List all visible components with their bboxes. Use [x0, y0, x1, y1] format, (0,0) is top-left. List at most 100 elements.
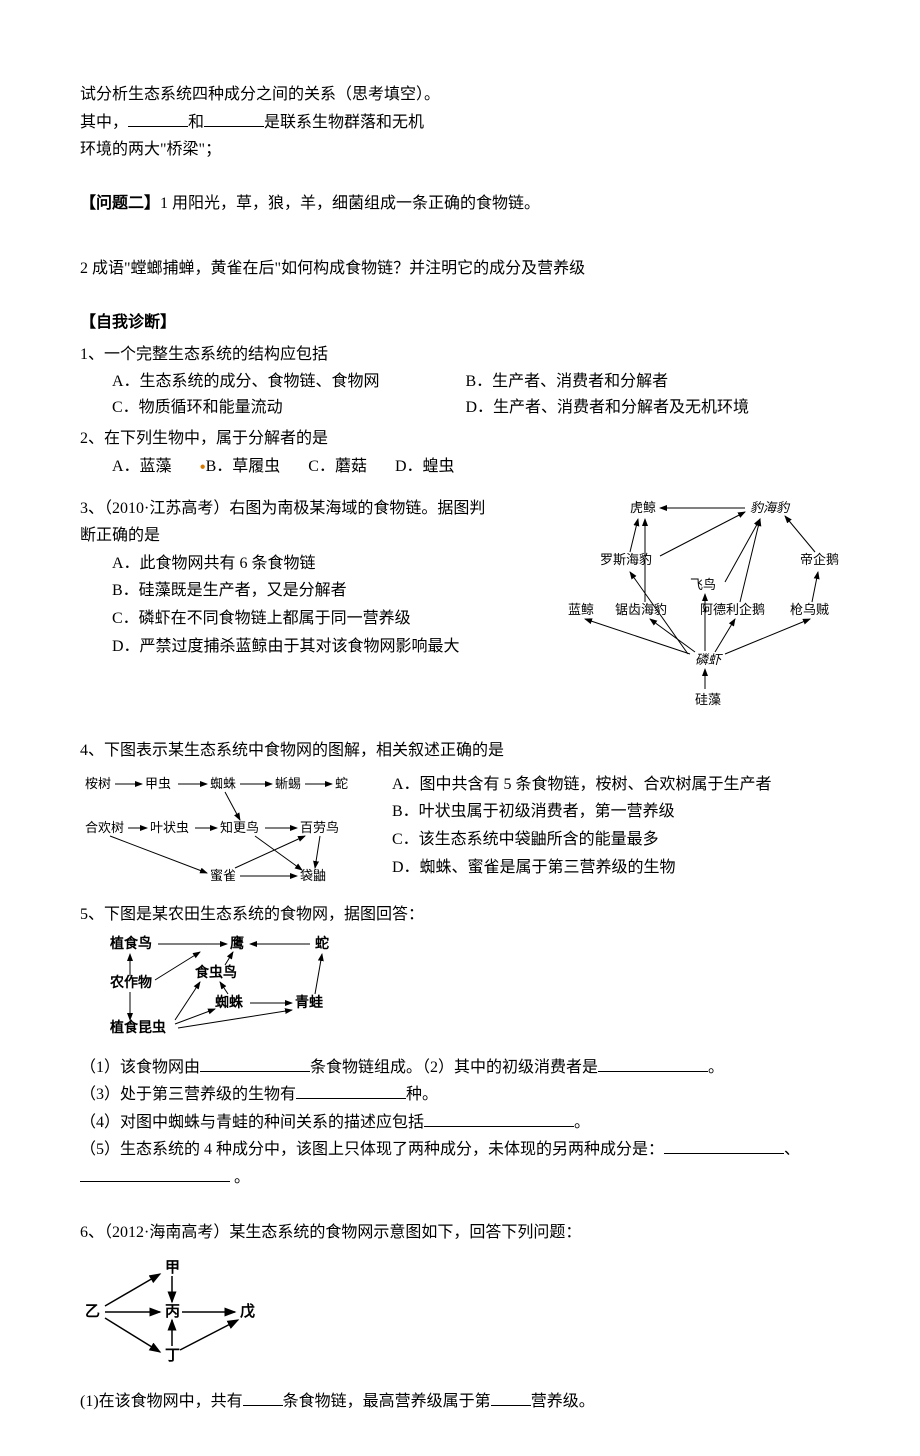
q6-diagram: 甲 乙 丙 戊 丁: [80, 1258, 840, 1377]
q4-opt-a[interactable]: A．图中共含有 5 条食物链，桉树、合欢树属于生产者: [392, 772, 840, 798]
q4-jiachong: 甲虫: [145, 776, 171, 791]
q5-sub5c: 。: [234, 1169, 250, 1186]
wenti2-q2: 2 成语"螳螂捕蝉，黄雀在后"如何构成食物链？并注明它的成分及营养级: [80, 256, 840, 282]
q5-she: 蛇: [315, 935, 329, 952]
q6-stem: 6、（2012·海南高考）某生态系统的食物网示意图如下，回答下列问题：: [80, 1220, 840, 1246]
q1-opt-d[interactable]: D．生产者、消费者和分解者及无机环境: [465, 395, 814, 421]
node-luosi: 罗斯海豹: [600, 552, 652, 567]
q5-sub4: （4）对图中蜘蛛与青蛙的种间关系的描述应包括 。: [80, 1110, 840, 1136]
intro-line3: 环境的两大"桥梁"；: [80, 137, 840, 163]
ziwo-title: 【自我诊断】: [80, 310, 840, 336]
q5-zhizhu: 蜘蛛: [215, 994, 244, 1011]
q2-stem: 2、在下列生物中，属于分解者的是: [80, 426, 840, 452]
q5-diagram: 植食鸟 鹰 蛇 农作物 食虫鸟 蜘蛛 青蛙 植食昆虫: [100, 932, 840, 1051]
q4-foodweb-svg: 桉树 甲虫 蜘蛛 蜥蜴 蛇 合欢树 叶状虫 知更鸟 百劳鸟 蜜雀 袋鼬: [80, 770, 380, 890]
q5-sub1b: 条食物链组成。（2）其中的初级消费者是: [310, 1059, 598, 1076]
blank-2[interactable]: [204, 110, 264, 127]
q6-blank1[interactable]: [243, 1389, 283, 1406]
q2: 2、在下列生物中，属于分解者的是 A．蓝藻 ●B．草履虫 C．蘑菇 D．蝗虫: [80, 426, 840, 479]
q3: 虎鲸 豹海豹 罗斯海豹 帝企鹅 飞鸟 蓝鲸 锯齿海豹 阿德利企鹅 枪乌贼 磷虾 …: [80, 494, 840, 723]
q5-sub1a: （1）该食物网由: [80, 1059, 200, 1076]
q6-wu: 戊: [240, 1302, 255, 1320]
q1-opt-a[interactable]: A．生态系统的成分、食物链、食物网: [112, 369, 461, 395]
intro-line2a: 其中，: [80, 114, 128, 131]
q5-sub5: （5）生态系统的 4 种成分中，该图上只体现了两种成分，未体现的另两种成分是： 、: [80, 1137, 840, 1163]
q6-ding: 丁: [165, 1348, 180, 1364]
q3-foodweb-svg: 虎鲸 豹海豹 罗斯海豹 帝企鹅 飞鸟 蓝鲸 锯齿海豹 阿德利企鹅 枪乌贼 磷虾 …: [560, 494, 840, 714]
q5-blank4[interactable]: [424, 1110, 574, 1127]
q4-opt-b[interactable]: B．叶状虫属于初级消费者，第一营养级: [392, 799, 840, 825]
node-lanjing: 蓝鲸: [568, 602, 594, 617]
q5-blank6[interactable]: [80, 1165, 230, 1182]
q2-opt-d[interactable]: D．蝗虫: [395, 454, 455, 480]
q1-stem: 1、一个完整生态系统的结构应包括: [80, 342, 840, 368]
node-adeli: 阿德利企鹅: [700, 602, 765, 617]
q5-sub4a: （4）对图中蜘蛛与青蛙的种间关系的描述应包括: [80, 1114, 424, 1131]
q5-zhishiniao: 植食鸟: [109, 935, 152, 952]
q1-opt-c[interactable]: C．物质循环和能量流动: [112, 395, 461, 421]
q5-shichongniao: 食虫鸟: [195, 964, 237, 981]
q6: 6、（2012·海南高考）某生态系统的食物网示意图如下，回答下列问题： 甲 乙 …: [80, 1220, 840, 1414]
blank-1[interactable]: [128, 110, 188, 127]
q5-blank2[interactable]: [598, 1055, 708, 1072]
q4: 4、下图表示某生态系统中食物网的图解，相关叙述正确的是 桉树 甲虫 蜘蛛 蜥蜴 …: [80, 738, 840, 898]
q4-options: A．图中共含有 5 条食物链，桉树、合欢树属于生产者 B．叶状虫属于初级消费者，…: [392, 770, 840, 882]
q4-opt-c[interactable]: C．该生态系统中袋鼬所含的能量最多: [392, 827, 840, 853]
q6-bing: 丙: [165, 1303, 180, 1320]
q4-bailaoniao: 百劳鸟: [300, 820, 339, 835]
q6-yi: 乙: [85, 1304, 100, 1320]
q4-anshu: 桉树: [85, 776, 111, 791]
q5-foodweb-svg: 植食鸟 鹰 蛇 农作物 食虫鸟 蜘蛛 青蛙 植食昆虫: [100, 932, 380, 1042]
intro-line1: 试分析生态系统四种成分之间的关系（思考填空）。: [80, 82, 840, 108]
node-guizao: 硅藻: [695, 692, 721, 707]
q4-hehuanshu: 合欢树: [85, 820, 124, 835]
q5-sub4b: 。: [574, 1114, 590, 1131]
node-linxia: 磷虾: [695, 652, 723, 667]
intro-line2: 其中， 和 是联系生物群落和无机: [80, 110, 840, 136]
q4-diagram: 桉树 甲虫 蜘蛛 蜥蜴 蛇 合欢树 叶状虫 知更鸟 百劳鸟 蜜雀 袋鼬: [80, 770, 380, 899]
q1-opt-b[interactable]: B．生产者、消费者和分解者: [465, 369, 814, 395]
q6-sub1: (1)在该食物网中，共有 条食物链，最高营养级属于第 营养级。: [80, 1389, 840, 1415]
q5-zhishikunchong: 植食昆虫: [109, 1019, 166, 1036]
node-baohaibao: 豹海豹: [750, 500, 791, 515]
q5-sub5-line2: 。: [80, 1165, 840, 1191]
q4-she: 蛇: [335, 776, 348, 791]
node-qiangwu: 枪乌贼: [790, 602, 829, 617]
q2-opt-b: B．草履虫: [206, 458, 281, 475]
intro-line2b: 和: [188, 114, 204, 131]
q5-qingwa: 青蛙: [295, 994, 323, 1011]
q3-diagram: 虎鲸 豹海豹 罗斯海豹 帝企鹅 飞鸟 蓝鲸 锯齿海豹 阿德利企鹅 枪乌贼 磷虾 …: [560, 494, 840, 723]
node-huxing: 虎鲸: [630, 500, 656, 515]
intro-line2c: 是联系生物群落和无机: [264, 114, 424, 131]
q4-opt-d[interactable]: D．蜘蛛、蜜雀是属于第三营养级的生物: [392, 855, 840, 881]
q5-sub5b: 、: [784, 1141, 800, 1158]
node-juchi: 锯齿海豹: [615, 602, 667, 617]
q5-sub3: （3）处于第三营养级的生物有种。: [80, 1082, 840, 1108]
q5-sub5a: （5）生态系统的 4 种成分中，该图上只体现了两种成分，未体现的另两种成分是：: [80, 1141, 664, 1158]
q6-sub1b: 条食物链，最高营养级属于第: [283, 1393, 491, 1410]
q1: 1、一个完整生态系统的结构应包括 A．生态系统的成分、食物链、食物网 B．生产者…: [80, 342, 840, 421]
q5-stem: 5、下图是某农田生态系统的食物网，据图回答：: [80, 902, 840, 928]
wenti2-q1: 1 用阳光，草，狼，羊，细菌组成一条正确的食物链。: [160, 195, 540, 212]
q5-blank5[interactable]: [664, 1137, 784, 1154]
q5-nongzuowu: 农作物: [109, 974, 152, 991]
q2-opt-a[interactable]: A．蓝藻: [112, 454, 172, 480]
q5-sub3a: （3）处于第三营养级的生物有: [80, 1086, 296, 1103]
q5: 5、下图是某农田生态系统的食物网，据图回答： 植食鸟 鹰 蛇 农作物 食虫鸟 蜘…: [80, 902, 840, 1190]
q6-sub1c: 营养级。: [531, 1393, 595, 1410]
q6-jia: 甲: [165, 1259, 180, 1276]
q4-stem: 4、下图表示某生态系统中食物网的图解，相关叙述正确的是: [80, 738, 840, 764]
q5-sub1: （1）该食物网由条食物链组成。（2）其中的初级消费者是。: [80, 1055, 840, 1081]
wenti2-title: 【问题二】: [80, 195, 160, 212]
q4-daiyou: 袋鼬: [300, 868, 326, 883]
q5-ying: 鹰: [230, 935, 244, 952]
q5-blank3[interactable]: [296, 1082, 406, 1099]
q2-opt-b-wrap[interactable]: ●B．草履虫: [200, 454, 281, 480]
q4-xiyi: 蜥蜴: [275, 776, 301, 791]
q6-blank2[interactable]: [491, 1389, 531, 1406]
node-diqie: 帝企鹅: [800, 552, 839, 567]
q6-sub1a: (1)在该食物网中，共有: [80, 1393, 243, 1410]
q6-foodweb-svg: 甲 乙 丙 戊 丁: [80, 1258, 280, 1368]
q2-opt-c[interactable]: C．蘑菇: [308, 454, 367, 480]
q5-blank1[interactable]: [200, 1055, 310, 1072]
